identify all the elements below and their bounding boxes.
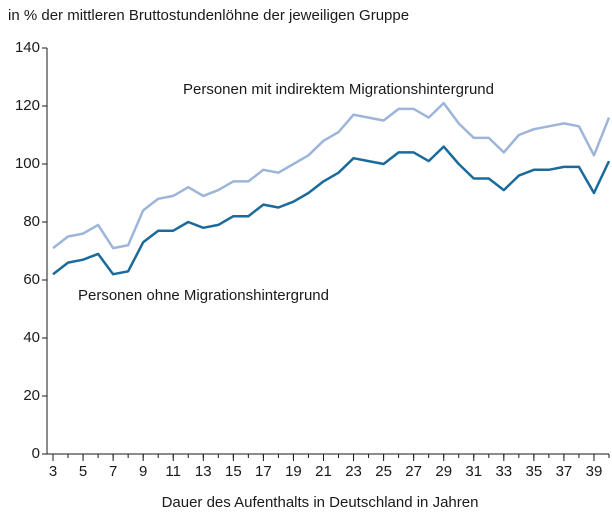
chart-title: in % der mittleren Bruttostundenlöhne de… [8, 7, 409, 24]
x-tick-label: 37 [556, 463, 573, 480]
y-tick-label: 80 [23, 213, 40, 230]
y-tick-label: 40 [23, 329, 40, 346]
x-tick-label: 17 [255, 463, 272, 480]
x-tick-label: 29 [435, 463, 452, 480]
line-series [52, 101, 611, 250]
x-axis-label: Dauer des Aufenthalts in Deutschland in … [162, 494, 479, 511]
x-tick-label: 25 [375, 463, 392, 480]
line-series [52, 145, 611, 276]
x-tick-label: 31 [465, 463, 482, 480]
x-tick-label: 9 [139, 463, 147, 480]
y-tick-label: 100 [15, 155, 40, 172]
y-tick-label: 60 [23, 271, 40, 288]
x-tick-label: 19 [285, 463, 302, 480]
y-tick-label: 20 [23, 387, 40, 404]
series-label: Personen mit indirektem Migrationshinter… [183, 81, 494, 98]
series-label: Personen ohne Migrationshintergrund [78, 287, 329, 304]
y-tick-label: 0 [32, 445, 40, 462]
x-tick-label: 27 [405, 463, 422, 480]
x-tick-label: 5 [79, 463, 87, 480]
x-tick-label: 23 [345, 463, 362, 480]
x-tick-label: 39 [586, 463, 603, 480]
x-tick-label: 11 [165, 463, 181, 480]
x-tick-label: 7 [109, 463, 117, 480]
x-tick-label: 21 [315, 463, 332, 480]
y-tick-label: 140 [15, 39, 40, 56]
x-tick-label: 13 [195, 463, 212, 480]
x-tick-label: 3 [49, 463, 57, 480]
x-tick-label: 35 [526, 463, 543, 480]
x-tick-label: 15 [225, 463, 242, 480]
x-tick-label: 33 [495, 463, 512, 480]
y-tick-label: 120 [15, 97, 40, 114]
